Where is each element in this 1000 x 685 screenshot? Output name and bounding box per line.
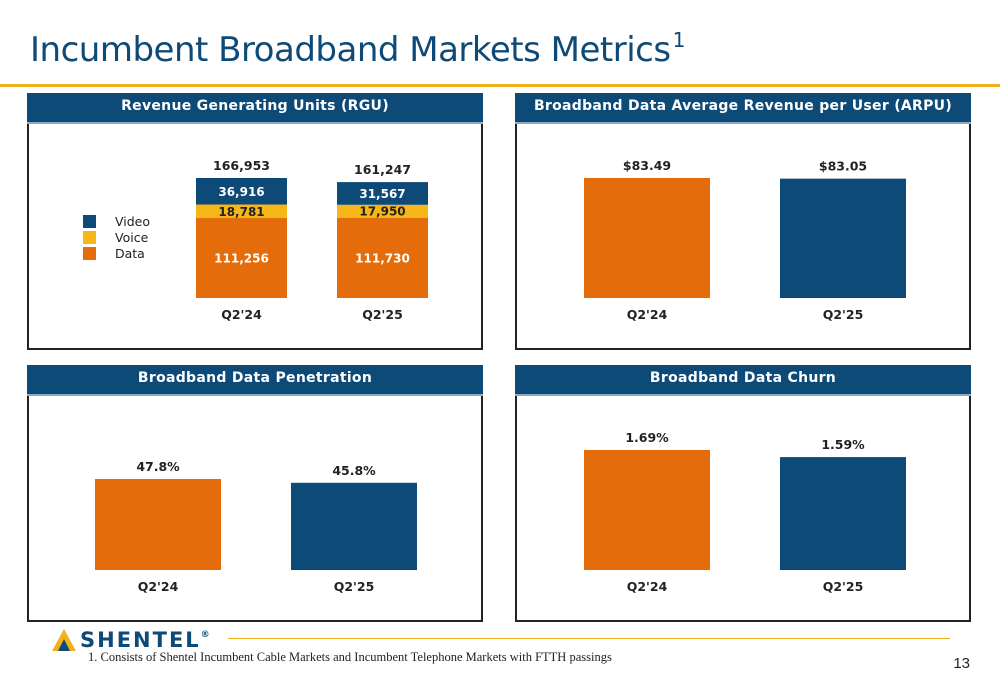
penetration-bar-2: [291, 482, 417, 570]
churn-chart-area: 1.69% Q2'24 1.59% Q2'25: [515, 396, 971, 622]
rgu-video-segment-1: [196, 178, 287, 205]
rgu-voice-segment-1: [196, 204, 287, 219]
churn-panel-title: Broadband Data Churn: [515, 365, 971, 396]
arpu-category-label-2: Q2'25: [823, 307, 864, 322]
rgu-panel-title: Revenue Generating Units (RGU): [27, 93, 483, 124]
churn-panel: Broadband Data Churn 1.69% Q2'24 1.59% Q2'2…: [515, 365, 971, 622]
legend-label-video: Video: [115, 214, 150, 229]
arpu-bar-1: [584, 178, 710, 298]
page-number: 13: [953, 655, 970, 672]
penetration-category-label-2: Q2'25: [334, 579, 375, 594]
penetration-panel-title: Broadband Data Penetration: [27, 365, 483, 396]
penetration-bar-1: [95, 479, 221, 570]
churn-bar-2: [780, 457, 906, 570]
churn-value-label-1: 1.69%: [625, 430, 669, 445]
penetration-value-label-1: 47.8%: [136, 459, 180, 474]
rgu-voice-segment-2: [337, 204, 428, 218]
churn-bar-1: [584, 450, 710, 570]
churn-chart: 1.69% Q2'24 1.59% Q2'25: [584, 430, 906, 594]
arpu-panel: Broadband Data Average Revenue per User …: [515, 93, 971, 350]
arpu-chart-area: $83.49 Q2'24 $83.05 Q2'25: [515, 124, 971, 350]
logo-registered-mark: ®: [200, 630, 210, 640]
arpu-value-label-1: $83.49: [623, 158, 671, 173]
rgu-panel: Revenue Generating Units (RGU) 111,256 18…: [27, 93, 483, 350]
rgu-total-label-2: 161,247: [354, 162, 411, 177]
legend-swatch-data: [83, 247, 96, 260]
title-rule: [0, 84, 1000, 87]
rgu-data-segment-1: [196, 218, 287, 298]
rgu-chart: 111,256 18,781 36,916 166,953 Q2'24 111,730 17…: [83, 158, 428, 322]
rgu-video-label-2: 31,567: [359, 187, 405, 201]
logo-wordmark: SHENTEL®: [80, 628, 210, 652]
title-footnote-marker: 1: [672, 28, 686, 52]
rgu-voice-label-1: 18,781: [218, 205, 264, 219]
arpu-category-label-1: Q2'24: [627, 307, 668, 322]
legend-label-voice: Voice: [115, 230, 149, 245]
arpu-bar-2: [780, 178, 906, 298]
shentel-logo-icon: [52, 629, 76, 651]
rgu-voice-label-2: 17,950: [359, 205, 405, 219]
penetration-panel: Broadband Data Penetration 47.8% Q2'24 45.…: [27, 365, 483, 622]
rgu-data-label-1: 111,256: [214, 252, 269, 266]
penetration-chart-area: 47.8% Q2'24 45.8% Q2'25: [27, 396, 483, 622]
rgu-category-label-2: Q2'25: [362, 307, 403, 322]
penetration-chart: 47.8% Q2'24 45.8% Q2'25: [95, 459, 417, 594]
footnote: 1. Consists of Shentel Incumbent Cable M…: [88, 650, 612, 664]
rgu-video-label-1: 36,916: [218, 185, 264, 199]
rgu-data-label-2: 111,730: [355, 251, 410, 265]
rgu-category-label-1: Q2'24: [221, 307, 262, 322]
rgu-chart-area: 111,256 18,781 36,916 166,953 Q2'24 111,730 17…: [27, 124, 483, 350]
legend-label-data: Data: [115, 246, 145, 261]
rgu-data-segment-2: [337, 217, 428, 298]
penetration-value-label-2: 45.8%: [332, 463, 376, 478]
churn-value-label-2: 1.59%: [821, 437, 865, 452]
rgu-total-label-1: 166,953: [213, 158, 270, 173]
arpu-panel-title: Broadband Data Average Revenue per User …: [515, 93, 971, 124]
churn-category-label-1: Q2'24: [627, 579, 668, 594]
penetration-category-label-1: Q2'24: [138, 579, 179, 594]
page-title: Incumbent Broadband Markets Metrics 1: [30, 28, 685, 70]
arpu-chart: $83.49 Q2'24 $83.05 Q2'25: [584, 158, 906, 322]
footer-rule: [228, 638, 950, 639]
rgu-video-segment-2: [337, 182, 428, 205]
arpu-value-label-2: $83.05: [819, 159, 867, 174]
legend-swatch-voice: [83, 231, 96, 244]
legend-swatch-video: [83, 215, 96, 228]
churn-category-label-2: Q2'25: [823, 579, 864, 594]
